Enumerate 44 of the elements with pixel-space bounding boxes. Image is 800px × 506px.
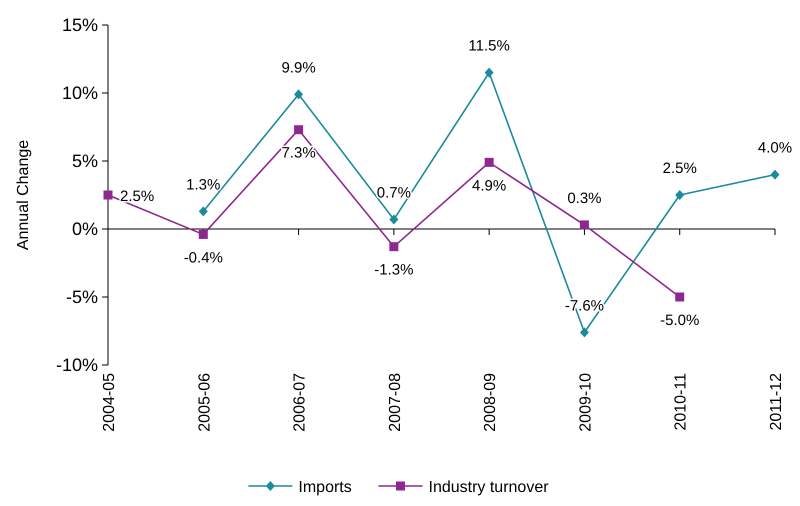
point <box>104 190 112 200</box>
point <box>198 206 208 216</box>
y-tick-label: 0% <box>72 219 98 239</box>
point <box>294 89 304 100</box>
data-label: 4.9% <box>472 177 506 194</box>
data-label: 11.5% <box>468 38 510 55</box>
point <box>484 158 494 167</box>
x-tick-label: 2009-10 <box>577 372 594 432</box>
point <box>484 68 494 78</box>
data-label: 0.7% <box>376 184 411 202</box>
x-tick-label: 2004-05 <box>101 372 118 432</box>
x-tick-label: 2007-08 <box>386 372 404 432</box>
x-tick-label: 2006-07 <box>292 372 309 432</box>
legend-label: Industry turnover <box>428 479 550 496</box>
y-axis-title: Annual Change <box>15 140 32 250</box>
point <box>294 125 304 134</box>
data-label: 9.9% <box>281 59 316 76</box>
y-tick-label: 10% <box>62 83 98 103</box>
y-tick-label: -5% <box>66 287 98 307</box>
y-tick-label: 15% <box>62 15 98 35</box>
point <box>389 214 398 224</box>
point <box>580 327 589 338</box>
point <box>675 292 684 302</box>
point <box>675 190 684 200</box>
data-label: 4.0% <box>758 140 792 157</box>
y-tick-label: -10% <box>56 355 98 375</box>
data-label: -0.4% <box>184 249 223 266</box>
legend-label: Imports <box>298 479 352 496</box>
data-label: 7.3% <box>281 144 316 162</box>
y-tick-label: 5% <box>72 151 98 171</box>
data-label: 2.5% <box>120 188 154 205</box>
x-tick-label: 2011-12 <box>768 372 785 431</box>
x-tick-label: 2010-11 <box>672 372 690 431</box>
x-tick-label: 2008-09 <box>482 372 500 432</box>
data-label: 2.5% <box>662 160 697 177</box>
data-label: 0.3% <box>567 190 602 207</box>
data-label: -5.0% <box>660 312 700 329</box>
point <box>389 242 398 252</box>
data-label: 1.3% <box>186 176 220 194</box>
point <box>580 220 589 230</box>
point <box>198 230 208 239</box>
x-tick-label: 2005-06 <box>196 372 214 432</box>
point <box>770 170 780 180</box>
data-label: -1.3% <box>374 262 414 279</box>
